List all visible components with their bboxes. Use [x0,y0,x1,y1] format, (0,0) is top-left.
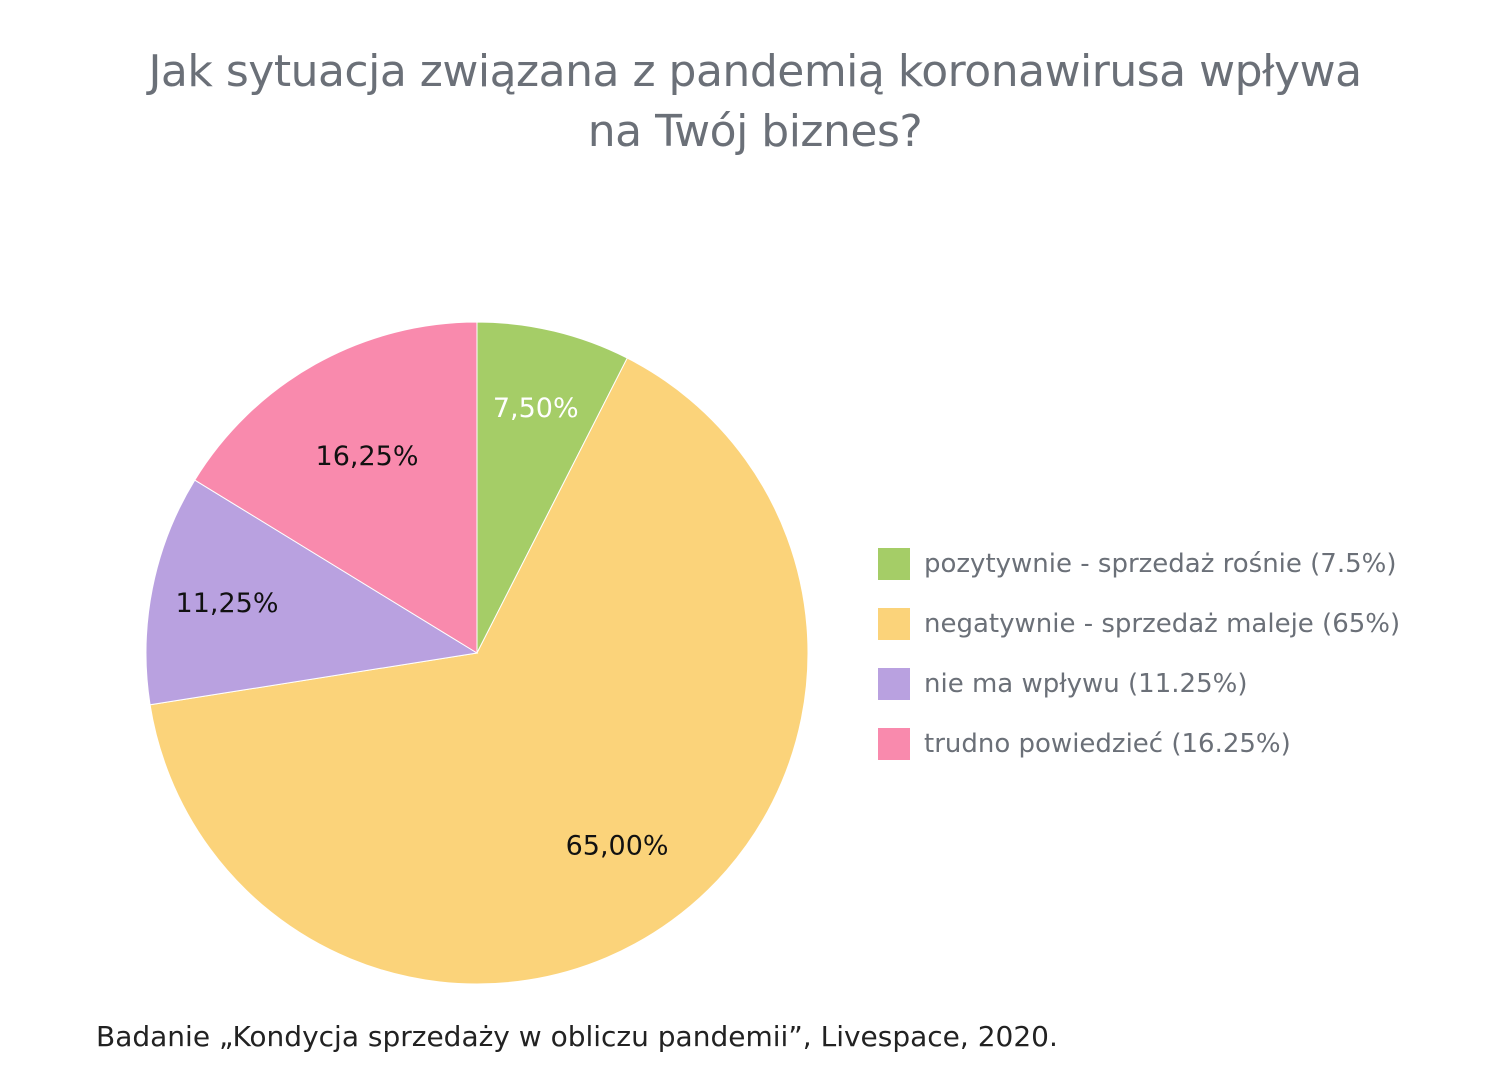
chart-title-line-2: na Twój biznes? [587,106,923,157]
pie-data-label-nie-ma-wplywu: 11,25% [176,588,279,619]
legend-swatch-pozytywnie [878,548,910,580]
pie-data-label-trudno-powiedziec: 16,25% [316,441,419,472]
legend-item-nie-ma-wplywu: nie ma wpływu (11.25%) [878,654,1478,714]
legend-label-nie-ma-wplywu: nie ma wpływu (11.25%) [924,669,1248,699]
legend: pozytywnie - sprzedaż rośnie (7.5%) nega… [878,534,1478,774]
pie-slices [145,321,809,985]
legend-label-trudno-powiedziec: trudno powiedzieć (16.25%) [924,729,1291,759]
chart-title: Jak sytuacja związana z pandemią koronaw… [60,42,1450,162]
legend-item-trudno-powiedziec: trudno powiedzieć (16.25%) [878,714,1478,774]
legend-label-pozytywnie: pozytywnie - sprzedaż rośnie (7.5%) [924,549,1397,579]
pie-data-labels: 7,50% 65,00% 11,25% 16,25% [176,393,669,861]
legend-swatch-trudno-powiedziec [878,728,910,760]
pie-data-label-pozytywnie: 7,50% [493,393,579,424]
legend-swatch-nie-ma-wplywu [878,668,910,700]
legend-label-negatywnie: negatywnie - sprzedaż maleje (65%) [924,609,1401,639]
pie-slice-trudno-powiedziec [194,321,478,654]
chart-title-line-1: Jak sytuacja związana z pandemią koronaw… [148,46,1362,97]
pie-data-label-negatywnie: 65,00% [566,830,669,861]
pie-slice-pozytywnie [476,321,628,654]
legend-swatch-negatywnie [878,608,910,640]
legend-item-negatywnie: negatywnie - sprzedaż maleje (65%) [878,594,1478,654]
pie-slice-negatywnie [149,357,809,985]
pie-slice-nie-ma-wplywu [145,479,479,706]
source-note: Badanie „Kondycja sprzedaży w obliczu pa… [96,1020,1058,1053]
legend-item-pozytywnie: pozytywnie - sprzedaż rośnie (7.5%) [878,534,1478,594]
